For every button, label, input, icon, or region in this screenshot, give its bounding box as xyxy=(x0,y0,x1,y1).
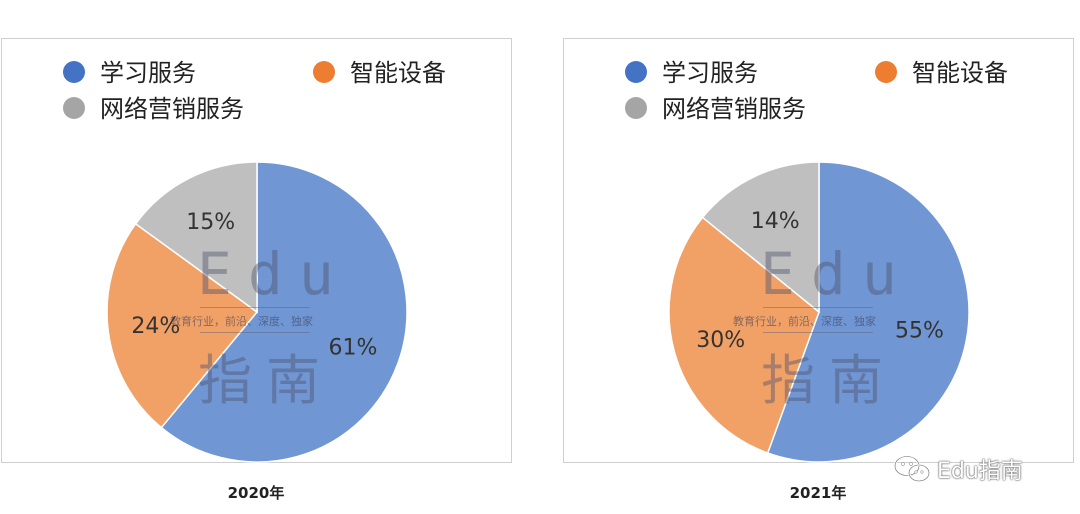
legend-item: 智能设备 xyxy=(313,59,446,87)
legend-item: 网络营销服务 xyxy=(625,95,806,123)
data-label: 14% xyxy=(751,209,800,234)
legend-label: 学习服务 xyxy=(100,59,196,87)
legend-label: 智能设备 xyxy=(350,59,446,87)
chart-panel-2021: 学习服务 智能设备网络营销服务 55% 30% 14% xyxy=(563,38,1074,463)
pie-slice xyxy=(160,161,408,463)
legend-label: 学习服务 xyxy=(662,59,758,87)
data-label: 55% xyxy=(895,319,944,344)
brand-watermark: Edu指南 xyxy=(893,453,1023,485)
watermark-divider xyxy=(763,307,873,308)
wechat-icon xyxy=(894,455,930,482)
watermark-edu: Edu xyxy=(197,240,350,308)
watermark-chinese: 指南 xyxy=(198,349,334,412)
legend-label: 网络营销服务 xyxy=(662,95,806,123)
legend-swatch xyxy=(875,61,897,83)
chart-panel-2020: 学习服务 智能设备网络营销服务 61% 24% 15% xyxy=(1,38,512,463)
watermark-tagline: 教育行业，前沿、深度、独家 xyxy=(170,315,313,328)
data-label: 15% xyxy=(186,210,235,235)
legend-swatch xyxy=(625,61,647,83)
watermark-divider xyxy=(200,332,310,333)
legend-swatch xyxy=(313,61,335,83)
data-label: 61% xyxy=(329,336,378,361)
pie-slice xyxy=(766,161,970,463)
chart-title-2021: 2021年 xyxy=(789,484,847,502)
legend-item: 网络营销服务 xyxy=(63,95,244,123)
pie-slice xyxy=(701,161,820,314)
watermark-divider xyxy=(763,332,873,333)
legend-item: 智能设备 xyxy=(875,59,1008,87)
legend-item: 学习服务 xyxy=(63,59,196,87)
legend-swatch xyxy=(63,61,85,83)
watermark-tagline: 教育行业，前沿、深度、独家 xyxy=(733,315,876,328)
brand-text: Edu指南 xyxy=(937,459,1023,484)
pie-slice xyxy=(134,161,258,314)
legend-label: 智能设备 xyxy=(912,59,1008,87)
data-label: 30% xyxy=(696,328,745,353)
legend-swatch xyxy=(63,97,85,119)
chart-title-2020: 2020年 xyxy=(227,484,285,502)
data-label: 24% xyxy=(131,314,180,339)
legend-swatch xyxy=(625,97,647,119)
pie-slice xyxy=(668,216,820,454)
legend-label: 网络营销服务 xyxy=(100,95,244,123)
pie-slice xyxy=(106,222,259,429)
legend-item: 学习服务 xyxy=(625,59,758,87)
watermark-divider xyxy=(200,307,310,308)
watermark-chinese: 指南 xyxy=(761,349,897,412)
watermark-edu: Edu xyxy=(760,240,913,308)
